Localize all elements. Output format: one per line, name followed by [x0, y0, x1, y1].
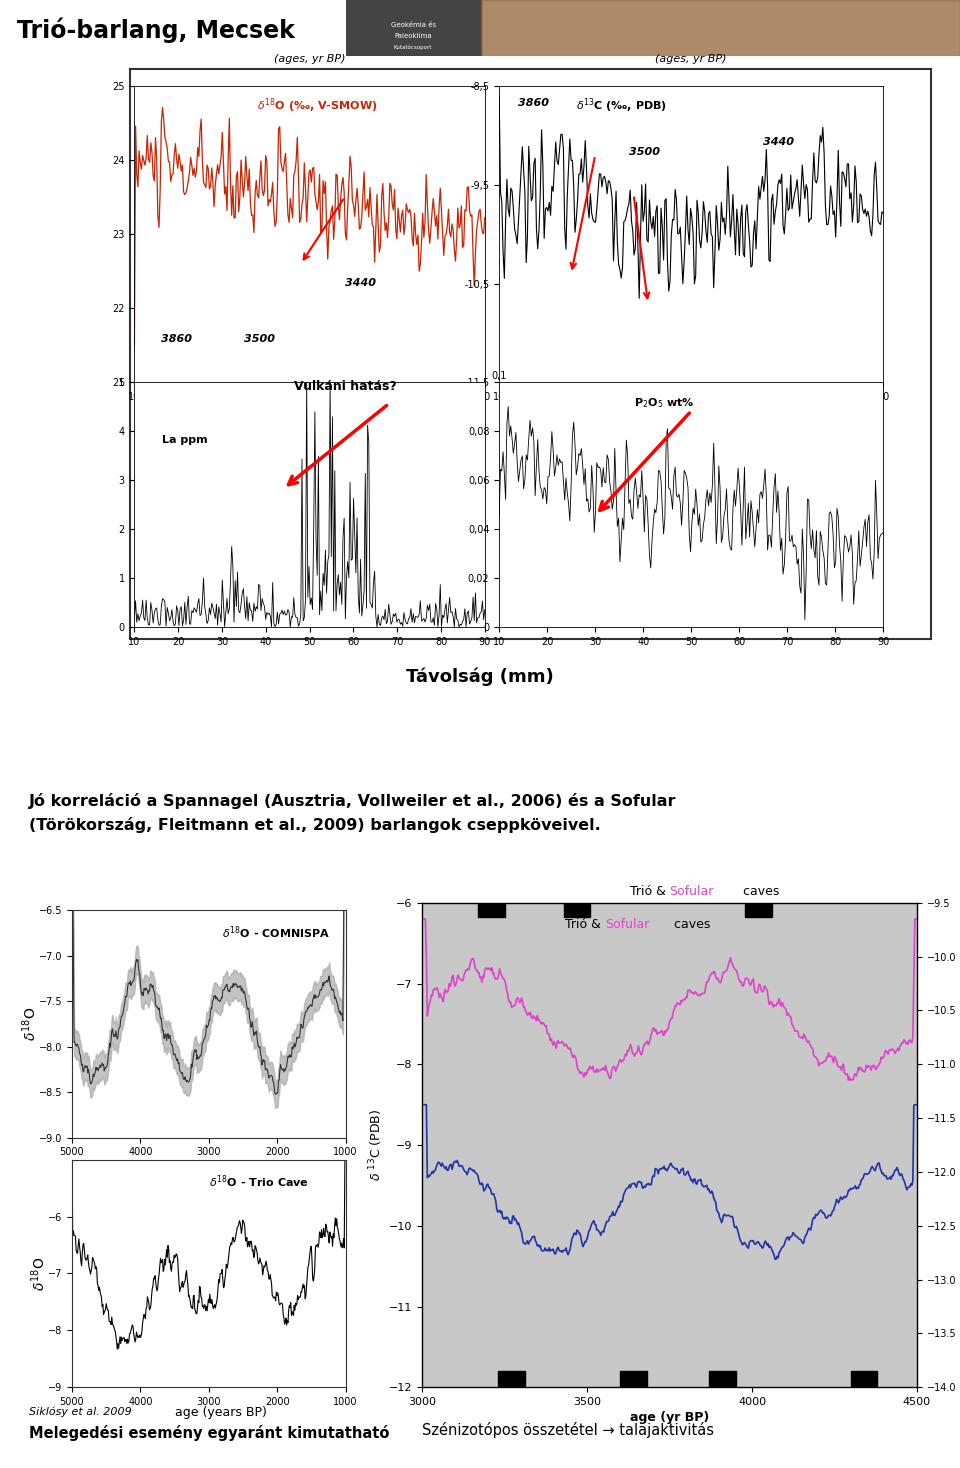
Bar	[346, 0, 481, 56]
Text: Kutatócsoport: Kutatócsoport	[394, 44, 432, 50]
Text: Távolság (mm): Távolság (mm)	[406, 668, 554, 686]
Text: caves: caves	[670, 919, 710, 931]
Text: P$_2$O$_5$ wt%: P$_2$O$_5$ wt%	[634, 396, 694, 410]
Text: Siklósy et al. 2009: Siklósy et al. 2009	[29, 1406, 132, 1418]
Bar	[709, 1371, 735, 1386]
Text: Paleoklíma: Paleoklíma	[395, 34, 432, 40]
Y-axis label: $\delta^{13}$C (PDB): $\delta^{13}$C (PDB)	[958, 1110, 960, 1180]
Text: Geokémia és: Geokémia és	[391, 22, 436, 28]
Text: (ages, yr BP): (ages, yr BP)	[656, 54, 727, 65]
Y-axis label: $\delta^{18}$O: $\delta^{18}$O	[20, 1007, 38, 1041]
Text: Sofular: Sofular	[606, 919, 650, 931]
Text: 3440: 3440	[345, 277, 375, 288]
Text: 3500: 3500	[629, 147, 660, 157]
Text: 3500: 3500	[244, 333, 275, 344]
Bar	[498, 1371, 524, 1386]
Text: 3860: 3860	[518, 98, 549, 107]
Text: age (years BP): age (years BP)	[175, 1406, 267, 1418]
Text: Vulkáni hatás?: Vulkáni hatás?	[294, 380, 397, 393]
Bar	[745, 903, 772, 918]
Y-axis label: $\delta^{18}$O: $\delta^{18}$O	[30, 1257, 48, 1290]
Text: Szénizotópos összetétel → talajaktivitás: Szénizotópos összetétel → talajaktivitás	[422, 1422, 714, 1437]
Text: Sofular: Sofular	[670, 885, 714, 898]
Bar	[620, 1371, 646, 1386]
Text: $\delta^{18}$O (‰, V-SMOW): $\delta^{18}$O (‰, V-SMOW)	[257, 97, 377, 115]
Bar	[851, 1371, 877, 1386]
Text: 3440: 3440	[763, 138, 794, 147]
Text: Jó korreláció a Spannagel (Ausztria, Vollweiler et al., 2006) és a Sofular
(Törö: Jó korreláció a Spannagel (Ausztria, Vol…	[29, 793, 676, 832]
X-axis label: age (yr BP): age (yr BP)	[630, 1411, 709, 1424]
Y-axis label: $\delta$ $^{13}$C (PDB): $\delta$ $^{13}$C (PDB)	[368, 1108, 385, 1182]
Text: Trió &: Trió &	[630, 885, 670, 898]
Text: (ages, yr BP): (ages, yr BP)	[274, 54, 346, 65]
Text: $\delta^{13}$C (‰, PDB): $\delta^{13}$C (‰, PDB)	[576, 97, 667, 115]
Bar	[481, 0, 960, 56]
Text: $\delta^{18}$O - Trio Cave: $\delta^{18}$O - Trio Cave	[208, 1174, 309, 1191]
Text: Melegedési esemény egyaránt kimutatható: Melegedési esemény egyaránt kimutatható	[29, 1425, 389, 1440]
Text: caves: caves	[739, 885, 780, 898]
Text: 0,1: 0,1	[492, 371, 507, 382]
Text: Trió-barlang, Mecsek: Trió-barlang, Mecsek	[17, 18, 295, 44]
Text: Trió &: Trió &	[565, 919, 606, 931]
Text: $\delta^{18}$O - COMNISPA: $\delta^{18}$O - COMNISPA	[223, 925, 331, 941]
Bar	[564, 903, 590, 918]
Bar	[478, 903, 505, 918]
Text: La ppm: La ppm	[162, 435, 208, 445]
Text: 3860: 3860	[160, 333, 192, 344]
